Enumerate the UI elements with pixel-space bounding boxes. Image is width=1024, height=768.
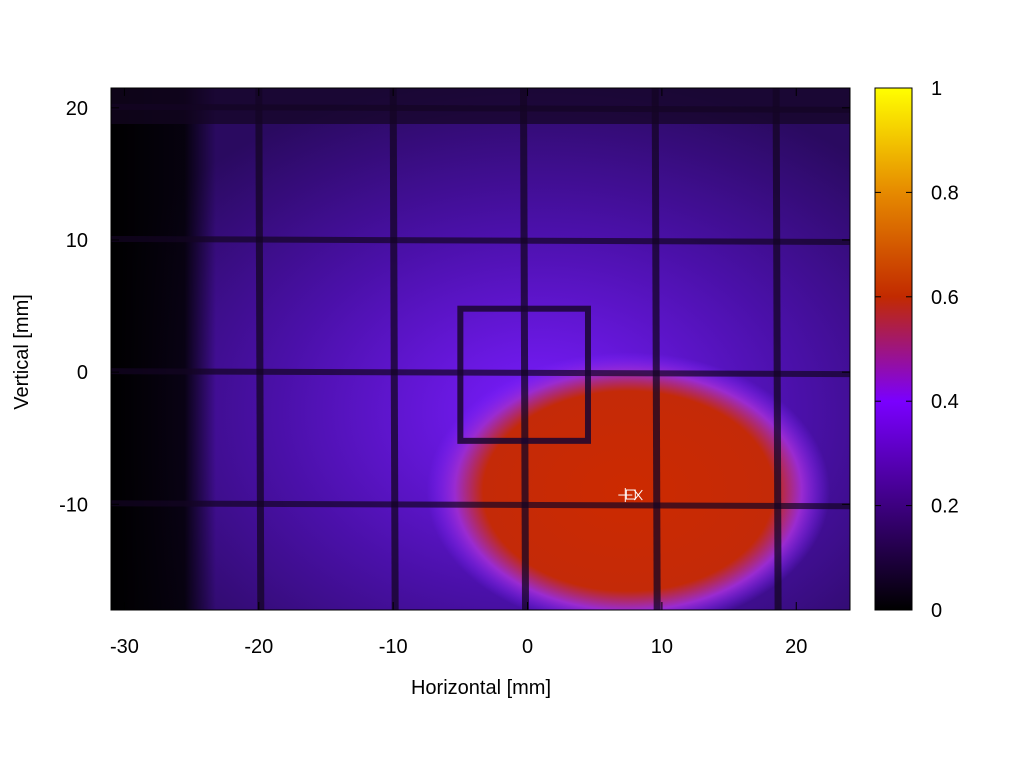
beam-center-marker <box>618 488 643 503</box>
plot-border <box>110 87 851 611</box>
x-tick-label: 0 <box>522 636 533 658</box>
mesh-vertical-line <box>772 88 782 610</box>
y-axis-ticks: 20 10 0 -10 <box>59 98 850 516</box>
x-axis-label: Horizontal [mm] <box>411 677 551 699</box>
x-axis-ticks: -30 -20 -10 0 10 20 <box>110 88 807 658</box>
colorbar-tick-label: 0.8 <box>931 182 959 204</box>
colorbar <box>874 87 913 611</box>
left-dark-region <box>111 88 216 610</box>
x-tick-label: -10 <box>379 636 408 658</box>
colorbar-tick-label: 0.2 <box>931 496 959 518</box>
y-tick-label: 0 <box>77 362 88 384</box>
x-tick-label: -20 <box>244 636 273 658</box>
x-tick-label: 10 <box>651 636 673 658</box>
x-tick-label: 20 <box>785 636 807 658</box>
mesh-vertical-line <box>519 88 529 610</box>
mesh-grid-lines <box>111 88 850 610</box>
y-tick-label: -10 <box>59 494 88 516</box>
colorbar-ticks: 0 0.2 0.4 0.6 0.8 1 <box>875 78 959 622</box>
mesh-vertical-line <box>255 88 265 610</box>
marker-cross-b <box>633 489 643 501</box>
mesh-horizontal-line <box>111 235 850 245</box>
mesh-horizontal-line <box>111 368 850 378</box>
y-axis-label: Vertical [mm] <box>11 294 33 410</box>
y-tick-label: 20 <box>66 98 88 120</box>
mesh-horizontal-line <box>111 500 850 510</box>
inner-square-frame <box>457 305 591 444</box>
colorbar-tick-label: 0.6 <box>931 287 959 309</box>
beam-spot <box>426 352 830 610</box>
marker-square <box>625 489 636 500</box>
colorbar-tick-label: 0.4 <box>931 391 959 413</box>
plot-area <box>111 88 850 610</box>
y-tick-label: 10 <box>66 230 88 252</box>
colorbar-tick-label: 0 <box>931 600 942 622</box>
mesh-vertical-line <box>389 88 399 610</box>
mesh-vertical-line <box>651 88 661 610</box>
colorbar-tick-label: 1 <box>931 78 942 100</box>
x-tick-label: -30 <box>110 636 139 658</box>
mesh-horizontal-line <box>111 103 850 113</box>
